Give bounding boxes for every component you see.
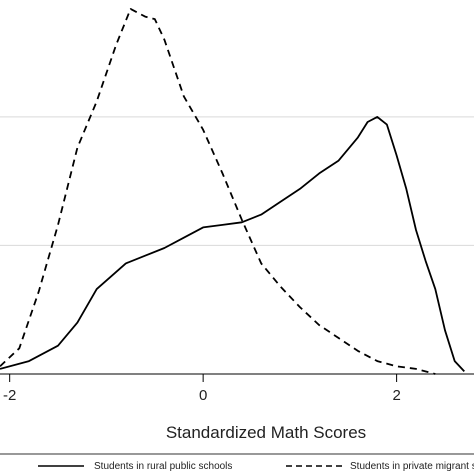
x-tick-label-2: 2 (392, 387, 400, 404)
x-tick-label-0: -2 (3, 387, 16, 404)
x-axis-title: Standardized Math Scores (166, 423, 366, 442)
legend-label-migrant: Students in private migrant schools (350, 461, 474, 472)
legend-box (0, 453, 474, 474)
legend: Students in rural public schools Student… (0, 453, 474, 474)
series-line-1 (0, 7, 436, 375)
x-axis-ticks: -2 0 2 (3, 374, 401, 404)
gridlines (0, 116, 474, 246)
legend-label-rural: Students in rural public schools (94, 461, 232, 472)
series-line-0 (0, 116, 465, 373)
x-tick-label-1: 0 (199, 387, 207, 404)
series-layer (0, 7, 465, 375)
